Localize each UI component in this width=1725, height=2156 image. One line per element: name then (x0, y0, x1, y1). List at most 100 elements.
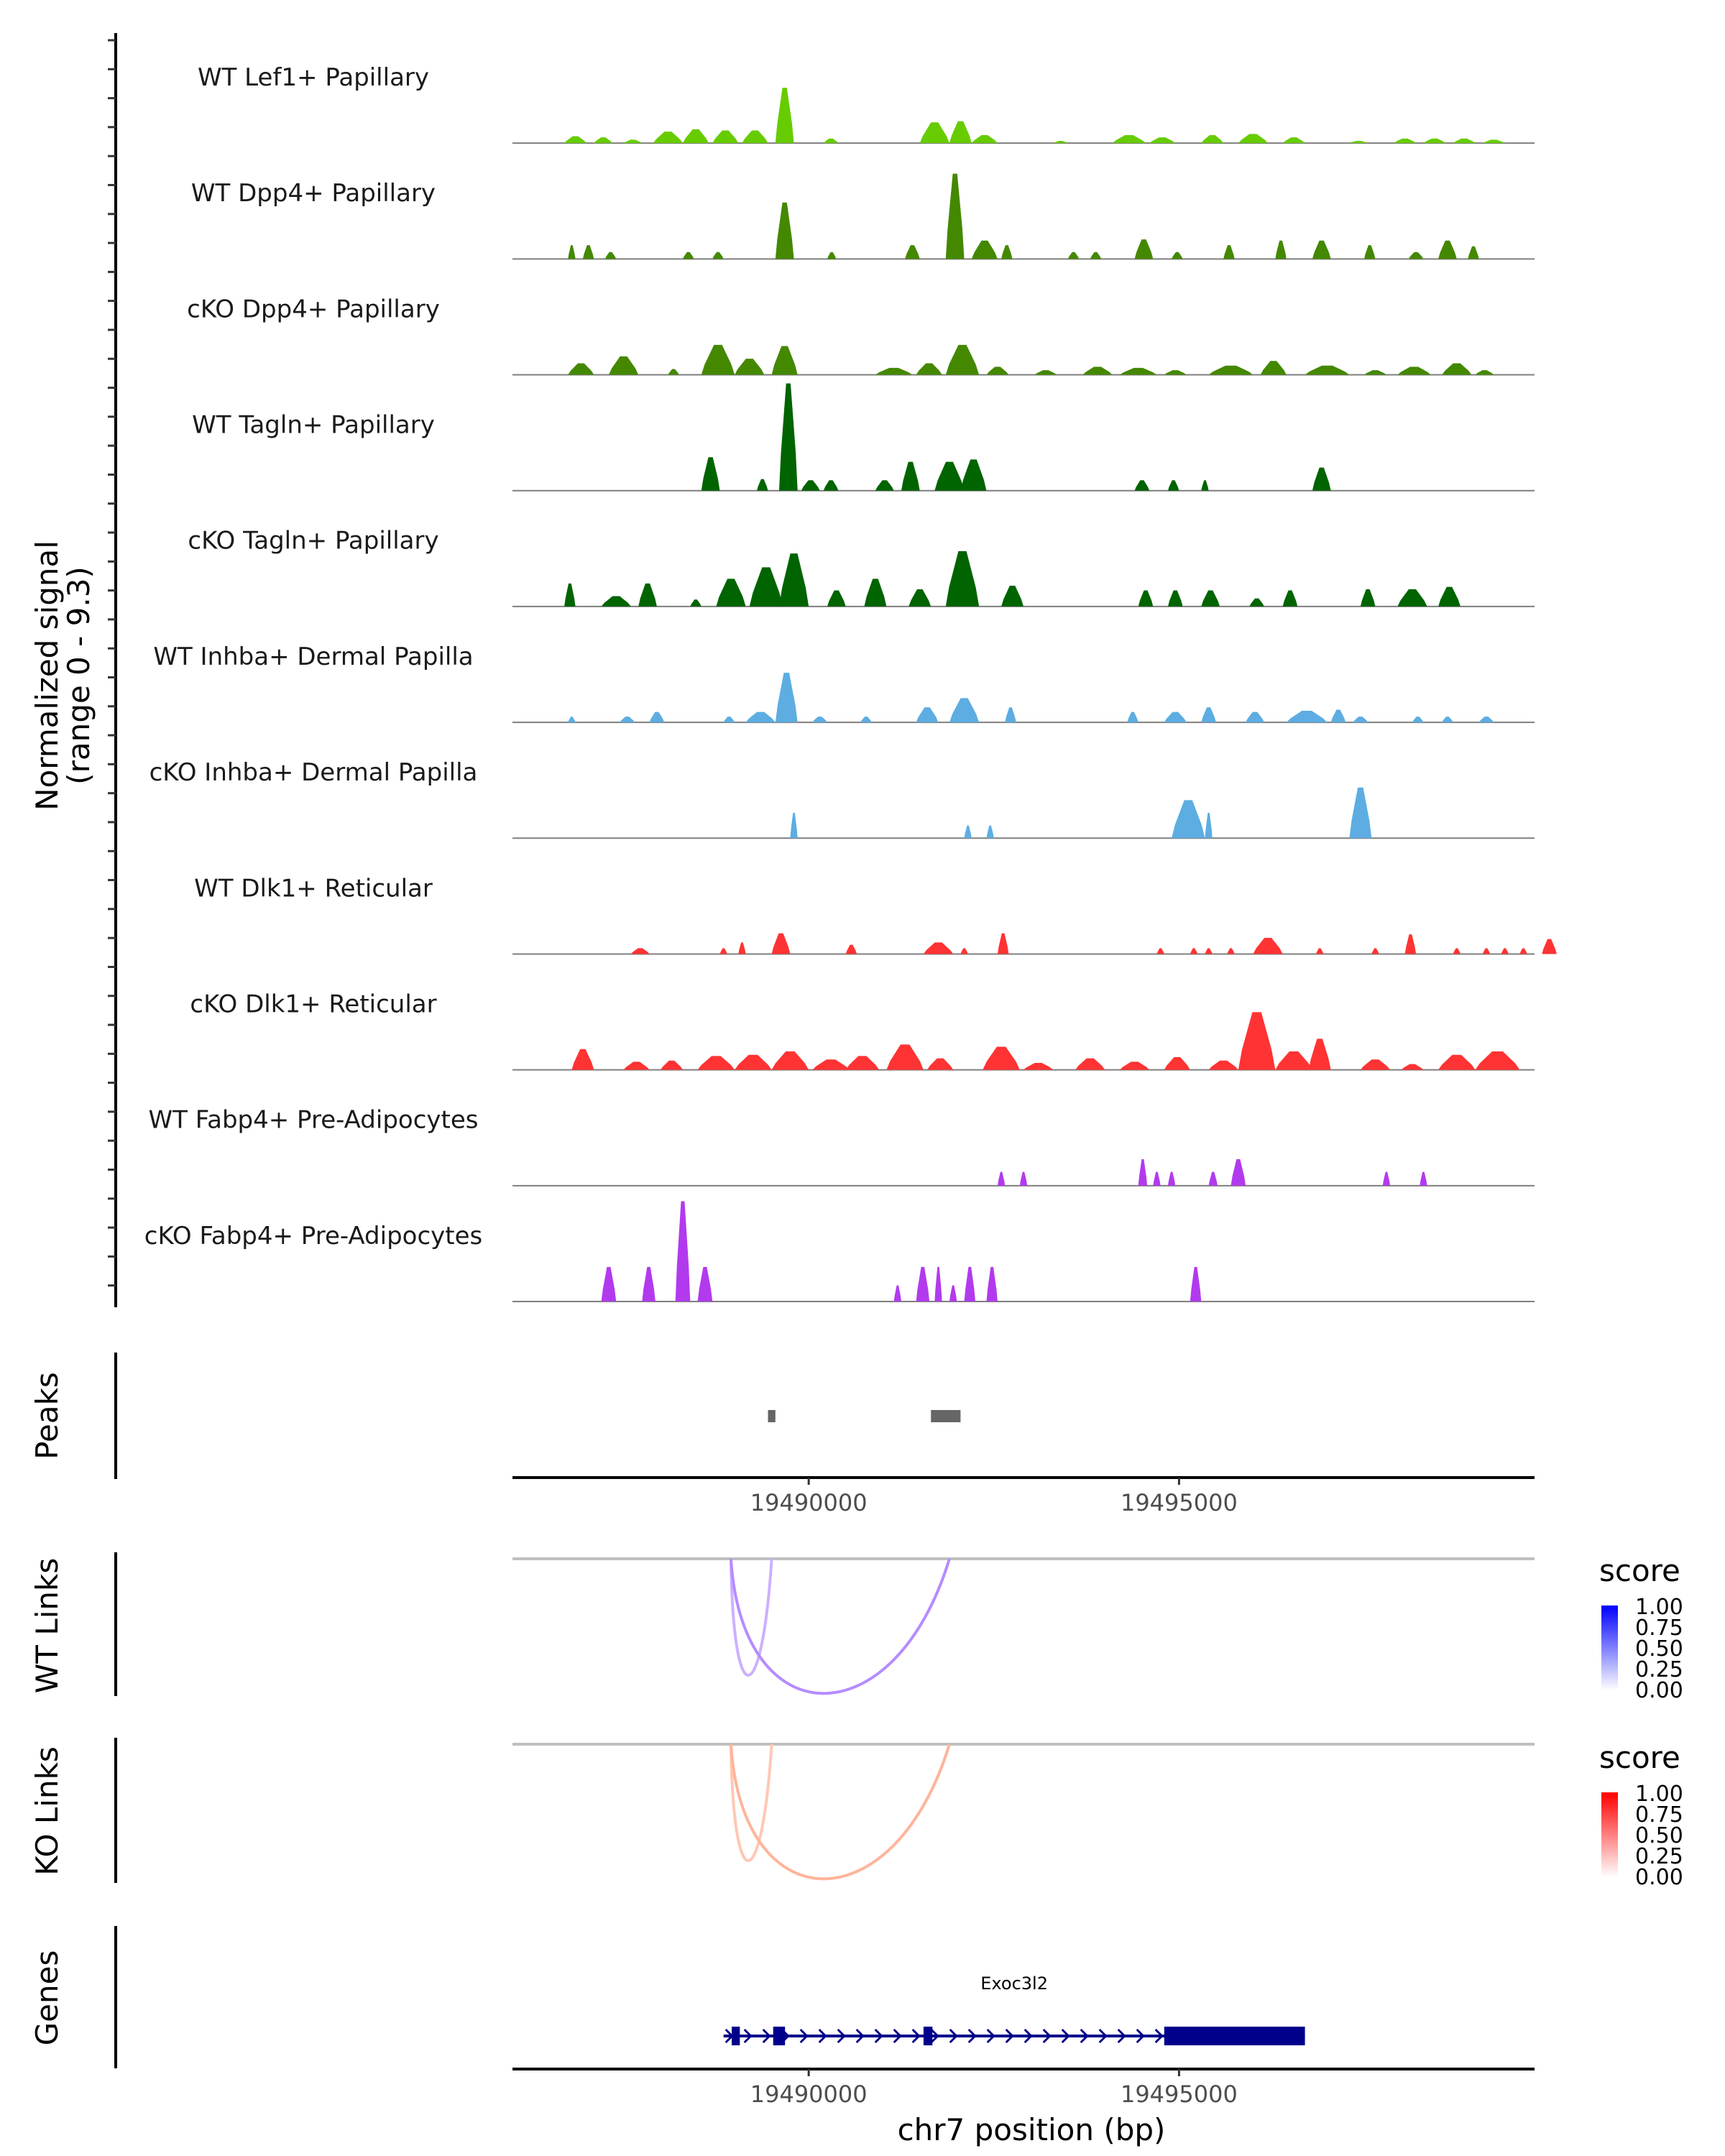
coverage-peak (1501, 948, 1509, 954)
strand-arrow-icon (1024, 2028, 1033, 2044)
coverage-peak (571, 1049, 594, 1070)
strand-arrow-icon (1098, 2028, 1108, 2044)
coverage-peak (1260, 361, 1287, 375)
links-tracks: WT Links KO Links (29, 1552, 1535, 1883)
coverage-peak (1482, 948, 1491, 954)
genes-track: Genes Exoc3l2 (29, 1926, 1305, 2068)
coverage-track: WT Dpp4+ Papillary (191, 173, 1535, 260)
coverage-peak (630, 948, 650, 954)
coverage-track: WT Fabp4+ Pre-Adipocytes (149, 1106, 1535, 1187)
coverage-peak (1249, 598, 1264, 607)
coverage-peak (812, 1059, 850, 1070)
coverage-peak (790, 812, 798, 839)
coverage-peak (1190, 948, 1198, 954)
coverage-peak (1205, 812, 1213, 839)
coverage-peak (778, 383, 798, 491)
coverage-peak (1153, 1171, 1161, 1186)
x-axis-bottom-tick-label: 19490000 (750, 2081, 868, 2108)
coverage-peak (1308, 1038, 1331, 1070)
coverage-peak (1438, 586, 1460, 607)
gene-name-label: Exoc3l2 (980, 1973, 1048, 1994)
coverage-peak (1360, 1059, 1391, 1070)
gene-exon (1164, 2027, 1305, 2045)
coverage-peak (1305, 365, 1350, 375)
coverage-track: WT Lef1+ Papillary (198, 63, 1535, 144)
coverage-peak (905, 245, 920, 259)
coverage-peak (1349, 140, 1368, 144)
coverage-peak (1082, 367, 1113, 375)
track-label: WT Lef1+ Papillary (198, 63, 429, 92)
coverage-peak (649, 711, 665, 723)
coverage-peak (1316, 948, 1324, 954)
coverage-peak (642, 1266, 656, 1302)
strand-arrow-icon (1117, 2028, 1126, 2044)
coverage-peak (778, 553, 809, 607)
coverage-peak (923, 942, 954, 954)
strand-arrow-icon (1136, 2028, 1145, 2044)
coverage-peak (1138, 590, 1154, 607)
strand-arrow-icon (799, 2028, 809, 2044)
coverage-peak (1075, 1058, 1105, 1070)
coverage-peak (568, 245, 576, 259)
ko-legend-tick: 1.00 (1635, 1782, 1683, 1807)
coverage-peak (771, 1051, 809, 1070)
coverage-track: cKO Dpp4+ Papillary (187, 295, 1535, 376)
coverage-peak (1134, 239, 1154, 259)
coverage-peak (1275, 240, 1287, 259)
coverage-peak (1019, 1171, 1028, 1186)
coverage-peak (1190, 1266, 1202, 1302)
coverage-peak (1208, 1060, 1238, 1070)
coverage-peak (1519, 948, 1527, 954)
coverage-peak (886, 1044, 924, 1070)
coverage-peak (901, 461, 920, 491)
coverage-peak (1090, 252, 1102, 259)
coverage-peak (738, 942, 746, 954)
ko-legend-colorbar (1601, 1792, 1618, 1877)
coverage-peak (1134, 480, 1150, 491)
peaks-track: Peaks (29, 1353, 961, 1479)
coverage-peak (801, 480, 820, 491)
coverage-track: cKO Dlk1+ Reticular (190, 990, 1535, 1071)
coverage-peak (1412, 717, 1424, 723)
coverage-peak (997, 933, 1009, 954)
ko-legend-tick: 0.50 (1635, 1823, 1683, 1848)
wt-legend-tick: 0.25 (1635, 1657, 1683, 1682)
strand-arrow-icon (855, 2028, 865, 2044)
x-axis-top-tick-label: 19490000 (750, 1489, 868, 1516)
coverage-peak (1423, 138, 1446, 144)
gene-exon (773, 2027, 786, 2045)
ko-links-legend: score 1.00 0.75 0.50 0.25 0.00 (1599, 1740, 1683, 1890)
coverage-peak (1353, 717, 1368, 723)
coverage-peak (1404, 934, 1417, 954)
track-label: cKO Dlk1+ Reticular (190, 990, 436, 1018)
track-label: WT Inhba+ Dermal Papilla (153, 642, 473, 671)
peak-region (768, 1410, 776, 1422)
coverage-peak (1438, 1054, 1476, 1070)
coverage-peak (1397, 367, 1431, 375)
coverage-peak (1053, 140, 1068, 144)
coverage-peak (971, 134, 998, 144)
link-arc (729, 1743, 773, 1862)
strand-arrow-icon (986, 2028, 995, 2044)
coverage-peak (960, 459, 987, 491)
coverage-peak (1034, 370, 1057, 375)
coverage-ylabel: Normalized signal (range 0 - 9.3) (29, 540, 96, 811)
ko-legend-tick: 0.75 (1635, 1802, 1683, 1828)
wt-links-legend: score 1.00 0.75 0.50 0.25 0.00 (1599, 1553, 1683, 1703)
coverage-peak (1397, 589, 1427, 607)
track-label: WT Dpp4+ Papillary (191, 179, 436, 208)
coverage-peak (1172, 800, 1205, 839)
coverage-peak (875, 367, 913, 375)
coverage-peak (608, 356, 639, 375)
coverage-peak (1438, 240, 1457, 259)
coverage-peak (1475, 370, 1494, 375)
coverage-peak (1408, 252, 1424, 259)
coverage-peak (893, 1285, 901, 1302)
coverage-peak (564, 583, 576, 607)
ko-legend-tick: 0.00 (1635, 1865, 1683, 1890)
coverage-peak (1167, 590, 1183, 607)
strand-arrow-icon (911, 2028, 921, 2044)
coverage-track: cKO Fabp4+ Pre-Adipocytes (144, 1201, 1535, 1302)
coverage-peak (1172, 252, 1183, 259)
